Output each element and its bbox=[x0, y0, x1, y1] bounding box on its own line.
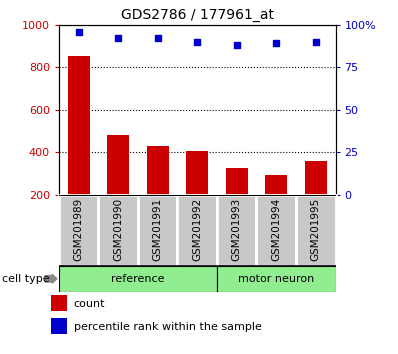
Text: GSM201993: GSM201993 bbox=[232, 198, 242, 262]
Bar bbox=[98, 195, 138, 266]
Bar bbox=[265, 175, 287, 195]
Text: cell type: cell type bbox=[2, 274, 50, 284]
Bar bbox=[147, 146, 169, 195]
Bar bbox=[305, 161, 327, 195]
Text: reference: reference bbox=[111, 274, 165, 284]
Bar bbox=[51, 318, 66, 335]
Text: GSM201991: GSM201991 bbox=[153, 198, 163, 262]
Bar bbox=[217, 195, 256, 266]
Text: GSM201990: GSM201990 bbox=[113, 198, 123, 261]
Bar bbox=[68, 56, 90, 195]
Bar bbox=[59, 266, 217, 292]
Bar bbox=[59, 195, 98, 266]
Text: percentile rank within the sample: percentile rank within the sample bbox=[74, 321, 261, 332]
Bar bbox=[178, 195, 217, 266]
Point bbox=[234, 42, 240, 48]
Point bbox=[312, 39, 319, 45]
Text: GSM201994: GSM201994 bbox=[271, 198, 281, 262]
Bar bbox=[51, 295, 66, 312]
Point bbox=[76, 29, 82, 34]
Text: GSM201992: GSM201992 bbox=[192, 198, 202, 262]
Point bbox=[154, 35, 161, 41]
Bar bbox=[138, 195, 178, 266]
Bar bbox=[226, 168, 248, 195]
Text: count: count bbox=[74, 298, 105, 309]
Text: GSM201989: GSM201989 bbox=[74, 198, 84, 262]
Bar bbox=[107, 135, 129, 195]
Bar bbox=[186, 151, 208, 195]
Bar bbox=[256, 195, 296, 266]
Text: motor neuron: motor neuron bbox=[238, 274, 314, 284]
Point bbox=[273, 41, 279, 46]
Bar bbox=[217, 266, 336, 292]
Title: GDS2786 / 177961_at: GDS2786 / 177961_at bbox=[121, 8, 274, 22]
Point bbox=[194, 39, 200, 45]
Point bbox=[115, 35, 121, 41]
Text: GSM201995: GSM201995 bbox=[311, 198, 321, 262]
Bar bbox=[296, 195, 336, 266]
